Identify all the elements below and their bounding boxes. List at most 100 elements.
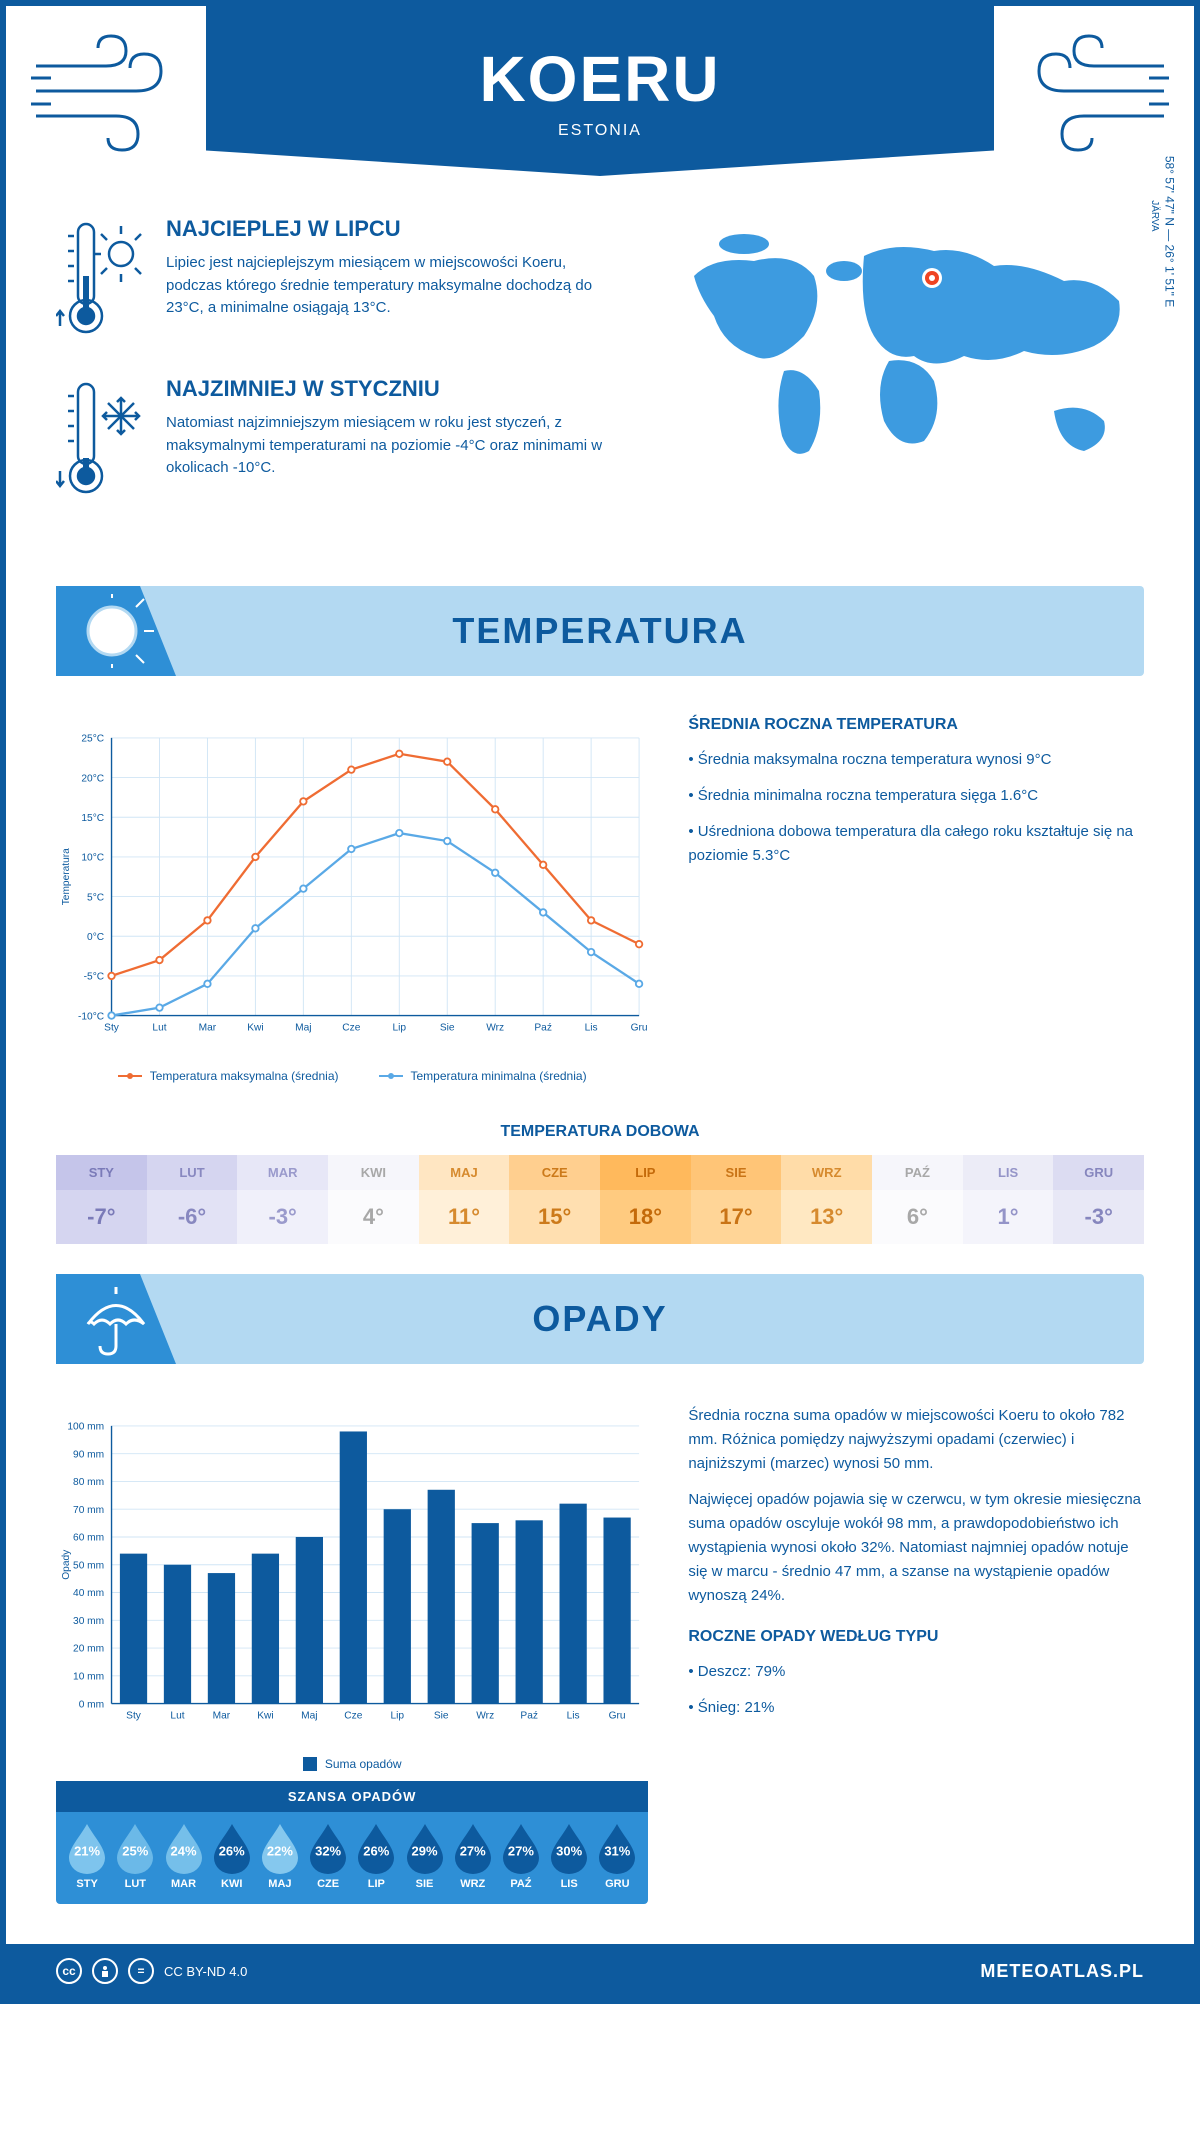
region-label: JÄRVA xyxy=(1149,200,1160,231)
svg-text:-10°C: -10°C xyxy=(78,1011,104,1022)
section-title-temp: TEMPERATURA xyxy=(452,610,747,652)
country-subtitle: ESTONIA xyxy=(479,122,720,140)
svg-text:10 mm: 10 mm xyxy=(73,1672,104,1683)
svg-text:Sty: Sty xyxy=(104,1022,120,1033)
temp-bullet-3: • Uśredniona dobowa temperatura dla całe… xyxy=(688,820,1144,868)
rain-drop: 27% PAŹ xyxy=(498,1822,544,1890)
svg-text:0 mm: 0 mm xyxy=(79,1699,104,1710)
svg-text:70 mm: 70 mm xyxy=(73,1505,104,1516)
rain-drop: 26% KWI xyxy=(209,1822,255,1890)
by-icon xyxy=(92,1958,118,1984)
svg-text:Sie: Sie xyxy=(434,1710,449,1721)
city-title: KOERU xyxy=(479,42,720,116)
svg-text:90 mm: 90 mm xyxy=(73,1449,104,1460)
svg-text:-5°C: -5°C xyxy=(84,972,104,983)
svg-text:Lip: Lip xyxy=(393,1022,407,1033)
fact-hot-text: Lipiec jest najcieplejszym miesiącem w m… xyxy=(166,252,624,320)
rain-drop: 27% WRZ xyxy=(450,1822,496,1890)
rain-chance-box: SZANSA OPADÓW 21% STY 25% LUT 24% MAR 26… xyxy=(56,1781,648,1904)
svg-text:Mar: Mar xyxy=(199,1022,217,1033)
daily-temp-table: STY -7° LUT -6° MAR -3° KWI 4° MAJ 11° C… xyxy=(56,1155,1144,1244)
wind-icon xyxy=(1014,26,1174,156)
svg-text:Cze: Cze xyxy=(344,1710,362,1721)
svg-text:Gru: Gru xyxy=(631,1022,648,1033)
temp-chart-legend: Temperatura maksymalna (średnia) Tempera… xyxy=(56,1069,648,1083)
precip-type-title: ROCZNE OPADY WEDŁUG TYPU xyxy=(688,1628,1144,1646)
coordinates: 58° 57' 47" N — 26° 1' 51" E xyxy=(1162,156,1176,307)
precip-chart-legend: Suma opadów xyxy=(56,1757,648,1771)
svg-text:Lis: Lis xyxy=(567,1710,580,1721)
temp-bullet-1: • Średnia maksymalna roczna temperatura … xyxy=(688,748,1144,772)
svg-text:Lut: Lut xyxy=(152,1022,166,1033)
site-name: METEOATLAS.PL xyxy=(980,1961,1144,1982)
svg-text:40 mm: 40 mm xyxy=(73,1588,104,1599)
legend-min: Temperatura minimalna (średnia) xyxy=(411,1069,587,1083)
rain-drop: 30% LIS xyxy=(546,1822,592,1890)
svg-text:Wrz: Wrz xyxy=(476,1710,494,1721)
section-banner-precipitation: OPADY xyxy=(56,1274,1144,1364)
fact-hot-title: NAJCIEPLEJ W LIPCU xyxy=(166,216,624,242)
svg-text:Sty: Sty xyxy=(126,1710,142,1721)
svg-text:Paź: Paź xyxy=(520,1710,538,1721)
temperature-line-chart: -10°C-5°C0°C5°C10°C15°C20°C25°CStyLutMar… xyxy=(56,716,648,1056)
precip-p1: Średnia roczna suma opadów w miejscowośc… xyxy=(688,1404,1144,1476)
footer: cc = CC BY-ND 4.0 METEOATLAS.PL xyxy=(6,1944,1194,1998)
svg-text:15°C: 15°C xyxy=(81,813,104,824)
daily-temp-cell: LUT -6° xyxy=(147,1155,238,1244)
svg-text:Lis: Lis xyxy=(585,1022,598,1033)
license-text: CC BY-ND 4.0 xyxy=(164,1964,247,1979)
svg-text:60 mm: 60 mm xyxy=(73,1533,104,1544)
daily-temp-cell: CZE 15° xyxy=(509,1155,600,1244)
rain-drop: 25% LUT xyxy=(112,1822,158,1890)
svg-text:5°C: 5°C xyxy=(87,892,104,903)
rain-drop: 26% LIP xyxy=(353,1822,399,1890)
svg-text:Gru: Gru xyxy=(609,1710,626,1721)
fact-hottest: NAJCIEPLEJ W LIPCU Lipiec jest najcieple… xyxy=(56,216,624,346)
fact-cold-title: NAJZIMNIEJ W STYCZNIU xyxy=(166,376,624,402)
daily-temp-cell: MAR -3° xyxy=(237,1155,328,1244)
fact-coldest: NAJZIMNIEJ W STYCZNIU Natomiast najzimni… xyxy=(56,376,624,506)
daily-temp-cell: PAŹ 6° xyxy=(872,1155,963,1244)
svg-text:Lut: Lut xyxy=(170,1710,184,1721)
page: KOERU ESTONIA xyxy=(0,0,1200,2004)
rain-drop: 31% GRU xyxy=(594,1822,640,1890)
rain-drop: 32% CZE xyxy=(305,1822,351,1890)
daily-temp-cell: GRU -3° xyxy=(1053,1155,1144,1244)
svg-text:Lip: Lip xyxy=(391,1710,405,1721)
fact-cold-text: Natomiast najzimniejszym miesiącem w rok… xyxy=(166,412,624,480)
svg-text:Maj: Maj xyxy=(301,1710,317,1721)
daily-temp-cell: KWI 4° xyxy=(328,1155,419,1244)
legend-max: Temperatura maksymalna (średnia) xyxy=(150,1069,339,1083)
rain-drop: 21% STY xyxy=(64,1822,110,1890)
svg-text:0°C: 0°C xyxy=(87,932,104,943)
daily-temp-cell: LIS 1° xyxy=(963,1155,1054,1244)
precip-p2: Najwięcej opadów pojawia się w czerwcu, … xyxy=(688,1488,1144,1608)
svg-text:100 mm: 100 mm xyxy=(67,1422,104,1433)
umbrella-icon xyxy=(76,1282,156,1356)
section-title-precip: OPADY xyxy=(532,1298,667,1340)
rain-drop: 29% SIE xyxy=(401,1822,447,1890)
header-banner: KOERU ESTONIA xyxy=(206,6,994,176)
svg-text:Temperatura: Temperatura xyxy=(61,848,72,905)
svg-text:80 mm: 80 mm xyxy=(73,1477,104,1488)
daily-temp-cell: WRZ 13° xyxy=(781,1155,872,1244)
svg-text:Maj: Maj xyxy=(295,1022,311,1033)
svg-text:Sie: Sie xyxy=(440,1022,455,1033)
daily-temp-cell: SIE 17° xyxy=(691,1155,782,1244)
precipitation-bar-chart: 0 mm10 mm20 mm30 mm40 mm50 mm60 mm70 mm8… xyxy=(56,1404,648,1744)
daily-temp-cell: MAJ 11° xyxy=(419,1155,510,1244)
svg-text:Mar: Mar xyxy=(213,1710,231,1721)
rain-drop: 22% MAJ xyxy=(257,1822,303,1890)
svg-text:10°C: 10°C xyxy=(81,853,104,864)
svg-text:Kwi: Kwi xyxy=(257,1710,273,1721)
world-map xyxy=(664,216,1144,476)
intro-section: NAJCIEPLEJ W LIPCU Lipiec jest najcieple… xyxy=(6,176,1194,566)
svg-text:30 mm: 30 mm xyxy=(73,1616,104,1627)
section-banner-temperature: TEMPERATURA xyxy=(56,586,1144,676)
svg-text:Paź: Paź xyxy=(534,1022,552,1033)
wind-icon xyxy=(26,26,186,156)
svg-text:Kwi: Kwi xyxy=(247,1022,263,1033)
svg-text:25°C: 25°C xyxy=(81,734,104,745)
svg-text:Cze: Cze xyxy=(342,1022,360,1033)
svg-text:Wrz: Wrz xyxy=(486,1022,504,1033)
